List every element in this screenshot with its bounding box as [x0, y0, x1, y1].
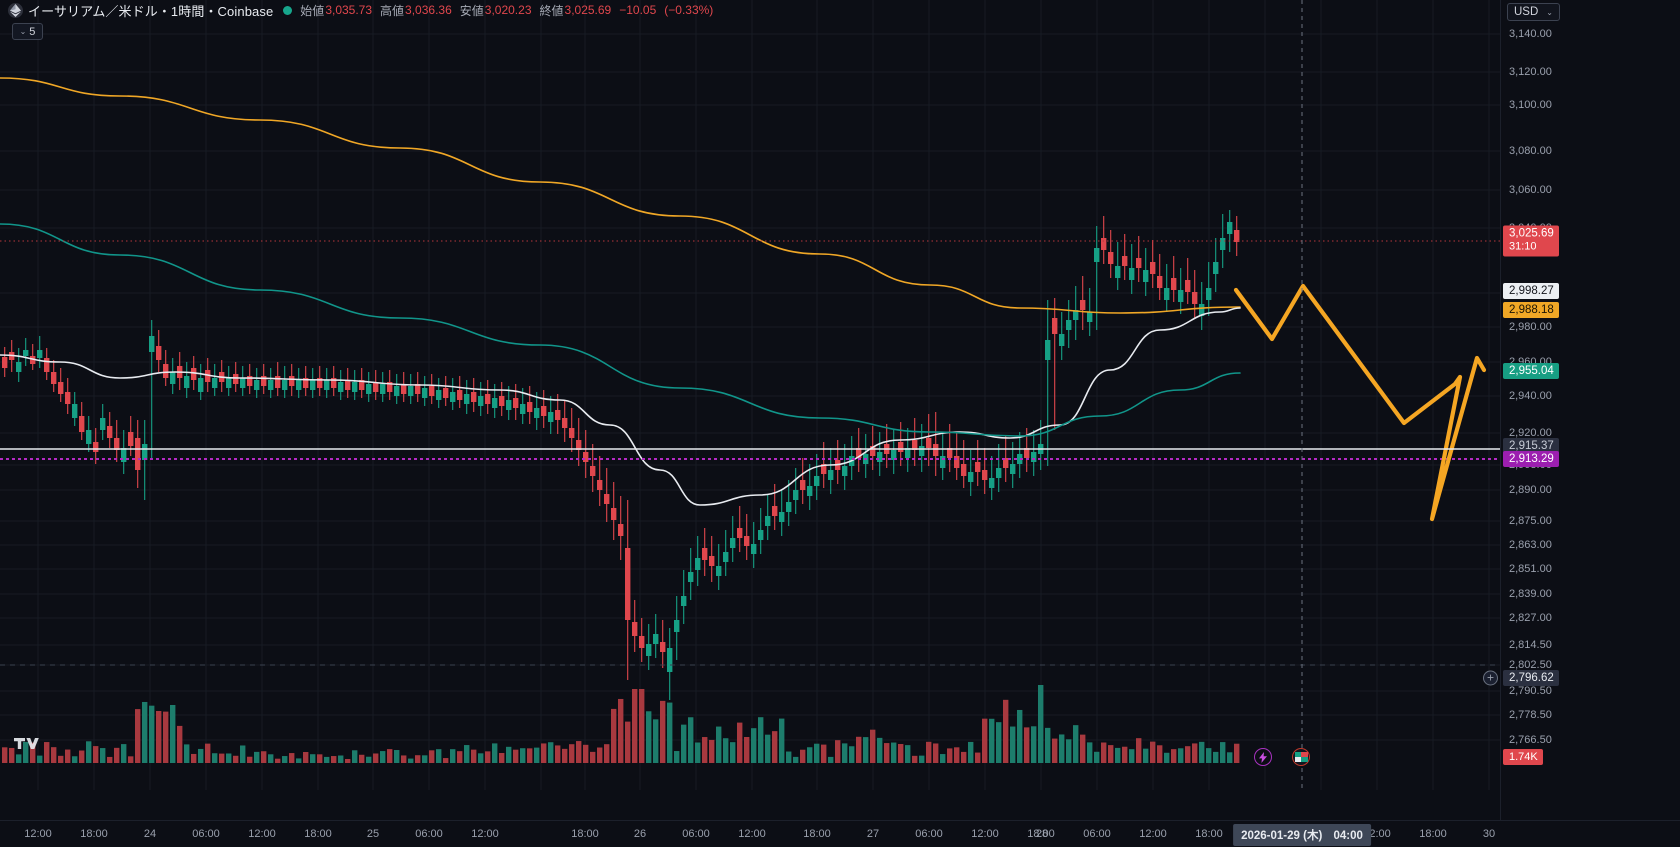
white-level-badge: 2,998.27	[1503, 283, 1559, 299]
price-axis[interactable]: USD ⌄ 3,140.00 3,120.00 3,100.00 3,080.00 3,…	[1483, 0, 1680, 847]
volume-histogram	[2, 685, 1240, 763]
crosshair-date-tooltip: 2026-01-29 (木) 04:00	[1233, 824, 1371, 846]
change-percent: (−0.33%)	[664, 3, 714, 17]
time-tick: 12:00	[24, 828, 52, 840]
open-value: 3,035.73	[325, 3, 373, 17]
price-tick: 2,851.00	[1509, 563, 1552, 575]
time-tick: 12:00	[248, 828, 276, 840]
time-tick: 12:00	[738, 828, 766, 840]
teal-ma-badge: 2,955.04	[1503, 363, 1559, 379]
high-label: 高値	[380, 3, 405, 18]
interval-selector[interactable]: ⌄ 5	[12, 23, 43, 40]
time-tick: 30	[1482, 828, 1496, 840]
chart-legend: イーサリアム／米ドル・1時間・Coinbase 始値 3,035.73 高値 3…	[0, 0, 1500, 20]
flag-event-icon[interactable]	[1292, 748, 1310, 766]
time-tick: 18:00	[571, 828, 599, 840]
price-tick: 2,940.00	[1509, 390, 1552, 402]
time-tick: 06:00	[192, 828, 220, 840]
change-value: −10.05	[619, 3, 657, 17]
volume-badge: 1.74K	[1503, 749, 1543, 765]
symbol-title[interactable]: イーサリアム／米ドル・1時間・Coinbase	[28, 3, 274, 19]
time-tick: 24	[143, 828, 157, 840]
grid-lines	[0, 0, 1500, 790]
interval-label: 5	[29, 25, 36, 38]
price-tick: 2,827.00	[1509, 612, 1552, 624]
price-tick: 2,980.00	[1509, 321, 1552, 333]
price-tick: 3,100.00	[1509, 99, 1552, 111]
price-tick: 2,920.00	[1509, 427, 1552, 439]
time-tick: 28	[1035, 828, 1049, 840]
tooltip-time: 04:00	[1333, 830, 1363, 842]
last-price-value: 3,025.69	[1509, 227, 1554, 240]
tooltip-date: 2026-01-29 (木)	[1241, 830, 1323, 842]
price-tick: 3,120.00	[1509, 66, 1552, 78]
candlestick-series	[2, 210, 1240, 700]
price-tick: 2,766.50	[1509, 734, 1552, 746]
time-tick: 18:00	[80, 828, 108, 840]
time-axis[interactable]: 12:00 18:00 24 06:00 12:00 18:00 25 06:00 12:00 1…	[0, 820, 1680, 847]
horizontal-price-levels	[0, 240, 1500, 666]
time-tick: 06:00	[915, 828, 943, 840]
crosshair	[0, 0, 1500, 790]
time-tick: 18:00	[1027, 828, 1055, 840]
price-tick: 3,060.00	[1509, 184, 1552, 196]
currency-label: USD	[1514, 6, 1539, 18]
time-tick: 12:00	[1139, 828, 1167, 840]
time-tick: 25	[366, 828, 380, 840]
price-tick: 3,140.00	[1509, 28, 1552, 40]
low-label: 安値	[459, 3, 484, 18]
currency-selector[interactable]: USD ⌄	[1507, 3, 1560, 21]
open-label: 始値	[300, 3, 325, 18]
price-tick: 2,802.50	[1509, 659, 1552, 671]
time-tick: 18:00	[1195, 828, 1223, 840]
price-tick: 2,814.50	[1509, 639, 1552, 651]
add-alert-icon[interactable]: +	[1483, 670, 1498, 686]
chevron-down-icon: ⌄	[1546, 7, 1553, 17]
time-tick: 12:00	[471, 828, 499, 840]
time-tick: 06:00	[415, 828, 443, 840]
last-price-badge: 3,025.69 31:10	[1503, 225, 1559, 257]
moving-average-lines	[0, 77, 1241, 506]
crosshair-price-badge: 2,915.37	[1503, 438, 1559, 454]
price-chart-canvas[interactable]	[0, 0, 1500, 820]
low-value: 3,020.23	[484, 3, 532, 17]
time-tick: 18:00	[1419, 828, 1447, 840]
time-tick: 26	[633, 828, 647, 840]
price-tick: 2,790.50	[1509, 685, 1552, 697]
plus-level-badge: 2,796.62	[1503, 670, 1559, 686]
live-status-dot	[283, 5, 293, 15]
price-tick: 2,890.00	[1509, 484, 1552, 496]
time-tick: 27	[866, 828, 880, 840]
time-tick: 06:00	[682, 828, 710, 840]
price-tick: 3,080.00	[1509, 145, 1552, 157]
price-tick: 2,839.00	[1509, 588, 1552, 600]
bar-countdown: 31:10	[1509, 240, 1537, 253]
time-tick: 06:00	[1083, 828, 1111, 840]
orange-ma-badge: 2,988.18	[1503, 302, 1559, 318]
ethereum-icon	[8, 2, 23, 18]
price-tick: 2,863.00	[1509, 539, 1552, 551]
close-label: 終値	[539, 3, 564, 18]
lightning-bolt-icon[interactable]	[1254, 748, 1272, 766]
close-value: 3,025.69	[564, 3, 612, 17]
chevron-down-icon: ⌄	[19, 26, 27, 36]
tradingview-logo	[14, 738, 40, 759]
time-tick: 18:00	[304, 828, 332, 840]
high-value: 3,036.36	[405, 3, 452, 17]
price-tick: 2,778.50	[1509, 709, 1552, 721]
purple-level-badge: 2,913.29	[1503, 451, 1559, 467]
forecast-zigzag-drawing	[1233, 283, 1487, 522]
time-tick: 12:00	[971, 828, 999, 840]
ohlc-values: 始値 3,035.73 高値 3,036.36 安値 3,020.23 終値 3…	[300, 2, 721, 19]
price-tick: 2,875.00	[1509, 515, 1552, 527]
time-tick: 18:00	[803, 828, 831, 840]
